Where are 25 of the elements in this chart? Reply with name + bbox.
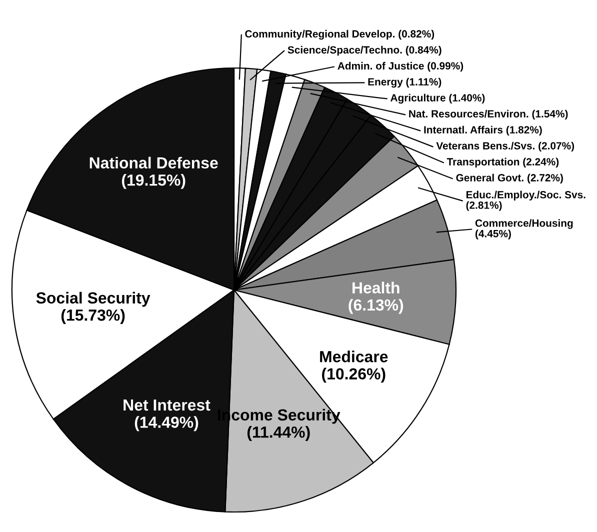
data-label: (11.44%) <box>247 426 310 441</box>
slice-label: Net Interest <box>124 400 210 411</box>
data-label: (4.45%) <box>475 230 511 240</box>
data-label: (10.26%) <box>322 368 386 383</box>
slice-label: Internatl. Affairs (1.82%) <box>424 126 542 136</box>
slice-label: Medicare <box>320 350 388 362</box>
slice-label: Veterans Bens./Svs. (2.07%) <box>436 142 574 152</box>
slice-label: Transportation (2.24%) <box>446 158 559 168</box>
slice-label: Social Security <box>36 292 150 307</box>
data-label: (15.73%) <box>61 309 125 324</box>
data-label: (19.15%) <box>122 174 186 189</box>
slice-label: Community/Regional Develop. (0.82%) <box>245 30 434 40</box>
slice-label: Admin. of Justice (0.99%) <box>338 62 464 72</box>
slice-label: Science/Space/Techno. (0.84%) <box>288 46 442 56</box>
data-label: (2.81%) <box>466 201 502 211</box>
slice-label: Nat. Resources/Environ. (1.54%) <box>409 110 568 120</box>
data-label: (6.13%) <box>348 298 404 314</box>
slice-label: National Defense <box>90 156 218 169</box>
slice-label: Commerce/Housing <box>475 219 573 229</box>
slice-label: Energy (1.11%) <box>368 78 442 88</box>
slice-label: Health <box>352 282 400 294</box>
slice-label: Agriculture (1.40%) <box>390 94 485 104</box>
slice-label: General Govt. (2.72%) <box>456 174 563 184</box>
data-label: (14.49%) <box>134 416 198 432</box>
slice-label: Educ./Employ./Soc. Svs. <box>466 190 586 200</box>
